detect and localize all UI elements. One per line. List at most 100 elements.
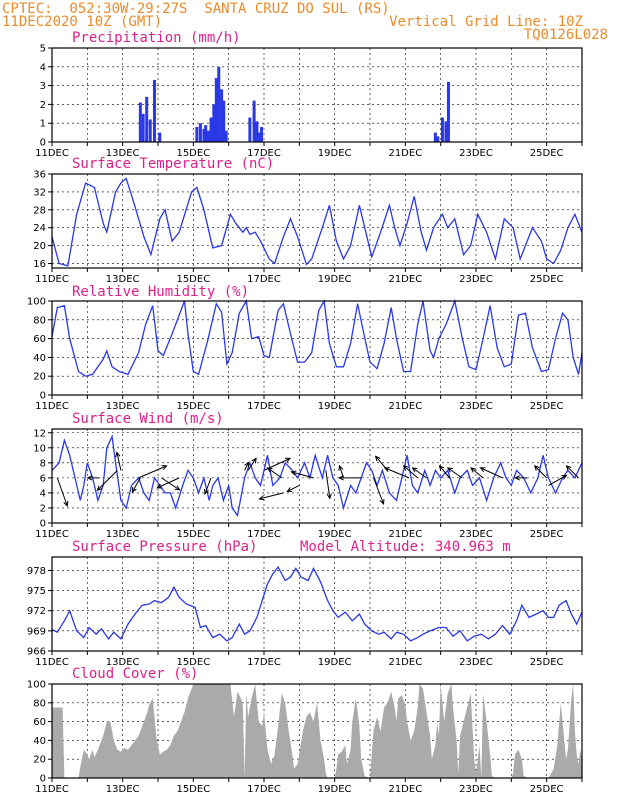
precip-xtick-label: 21DEC <box>388 148 422 159</box>
cloud-xtick-label: 25DEC <box>530 784 564 795</box>
precip-bar <box>212 104 216 142</box>
wind-vector <box>267 467 282 479</box>
wind-arrowhead <box>326 493 332 500</box>
wind-vector <box>384 467 410 479</box>
header-grid-note: Vertical Grid Line: 10Z <box>389 14 583 30</box>
precip-bar <box>209 117 213 142</box>
precip-ytick-label: 1 <box>40 119 46 130</box>
precip-bar <box>158 132 162 142</box>
temperature-xtick-label: 11DEC <box>35 274 69 285</box>
wind-vector <box>247 458 257 471</box>
temperature-ytick-label: 24 <box>33 223 46 234</box>
wind-arrowhead <box>156 483 163 489</box>
wind-arrowhead <box>533 465 540 471</box>
cloud-xtick-label: 13DEC <box>106 784 140 795</box>
wind-vector <box>291 471 314 479</box>
cloud-ytick-label: 40 <box>33 736 46 747</box>
cloud-area <box>52 684 582 778</box>
temperature-xtick-label: 15DEC <box>176 274 210 285</box>
temperature-line <box>51 177 583 267</box>
pressure-xtick-label: 11DEC <box>35 657 69 668</box>
wind-ytick-label: 2 <box>40 503 46 514</box>
precip-ytick-label: 0 <box>40 138 46 149</box>
wind-arrowhead <box>411 467 418 473</box>
precip-bar <box>248 117 252 142</box>
precip-bar <box>148 119 152 142</box>
precip-bar <box>252 100 256 142</box>
pressure-ytick-label: 975 <box>27 586 46 597</box>
precip-bar <box>145 96 149 142</box>
wind-vector <box>480 467 503 479</box>
humidity-title: Relative Humidity (%) <box>72 284 249 300</box>
precip-bar <box>195 126 199 142</box>
precip-xtick-label: 25DEC <box>530 148 564 159</box>
wind-arrowhead <box>402 465 409 471</box>
temperature-xtick-label: 21DEC <box>388 274 422 285</box>
precip-ytick-label: 3 <box>40 81 46 92</box>
wind-vector <box>156 477 180 489</box>
precip-bar <box>138 102 142 142</box>
wind-arrowhead <box>266 467 273 473</box>
wind-arrowhead <box>470 467 477 473</box>
humidity-xtick-label: 11DEC <box>35 401 69 412</box>
wind-vector <box>97 470 118 491</box>
wind-arrowhead <box>96 485 103 492</box>
humidity-ytick-label: 60 <box>33 334 46 345</box>
cloud-ytick-label: 0 <box>40 774 46 785</box>
cloud-xtick-label: 15DEC <box>176 784 210 795</box>
wind-vector <box>548 474 567 486</box>
precip-bar <box>224 130 228 142</box>
wind-ytick-label: 10 <box>33 443 46 454</box>
precip-bar <box>220 89 224 142</box>
wind-xtick-label: 17DEC <box>247 529 281 540</box>
wind-arrowhead <box>290 470 297 476</box>
humidity-xtick-label: 21DEC <box>388 401 422 412</box>
wind-arrowhead <box>251 457 257 464</box>
wind-arrowhead <box>161 465 168 470</box>
precip-bar <box>217 66 221 142</box>
humidity-xtick-label: 17DEC <box>247 401 281 412</box>
humidity-xtick-label: 19DEC <box>318 401 352 412</box>
precip-bar <box>206 130 210 142</box>
precip-bar <box>433 132 437 142</box>
wind-arrowhead <box>374 455 381 462</box>
humidity-line <box>51 298 583 377</box>
temperature-xtick-label: 13DEC <box>106 274 140 285</box>
pressure-xtick-label: 13DEC <box>106 657 140 668</box>
header-station: CPTEC: 052:30W-29:27S SANTA CRUZ DO SUL … <box>2 1 390 17</box>
wind-arrowhead <box>438 464 445 471</box>
wind-xtick-label: 15DEC <box>176 529 210 540</box>
precip-bar <box>260 126 264 142</box>
wind-arrowhead <box>514 475 520 481</box>
precip-bar <box>152 79 156 142</box>
precip-xtick-label: 17DEC <box>247 148 281 159</box>
pressure-ytick-label: 972 <box>27 606 46 617</box>
wind-arrowhead <box>446 467 453 473</box>
wind-vector <box>325 470 331 499</box>
humidity-ytick-label: 0 <box>40 391 46 402</box>
wind-vector <box>244 462 250 471</box>
precip-xtick-label: 13DEC <box>106 148 140 159</box>
humidity-xtick-label: 13DEC <box>106 401 140 412</box>
pressure-xtick-label: 23DEC <box>459 657 493 668</box>
precip-xtick-label: 11DEC <box>35 148 69 159</box>
humidity-ytick-label: 40 <box>33 353 46 364</box>
wind-arrowhead <box>284 457 292 463</box>
precip-xtick-label: 19DEC <box>318 148 352 159</box>
precip-bar <box>255 121 259 142</box>
wind-vector <box>412 467 427 479</box>
precip-xtick-label: 23DEC <box>459 148 493 159</box>
cloud-title: Cloud Cover (%) <box>72 666 198 682</box>
wind-vector <box>204 477 212 495</box>
wind-vector <box>470 467 484 479</box>
wind-ytick-label: 0 <box>40 519 46 530</box>
cloud-ytick-label: 100 <box>27 680 46 691</box>
wind-ytick-label: 12 <box>33 428 46 439</box>
wind-arrowhead <box>379 498 385 505</box>
precip-ytick-label: 2 <box>40 100 46 111</box>
temperature-ytick-label: 32 <box>33 187 46 198</box>
humidity-ytick-label: 100 <box>27 297 46 308</box>
header-code: TQ0126L028 <box>523 27 608 43</box>
wind-vector <box>259 492 284 500</box>
